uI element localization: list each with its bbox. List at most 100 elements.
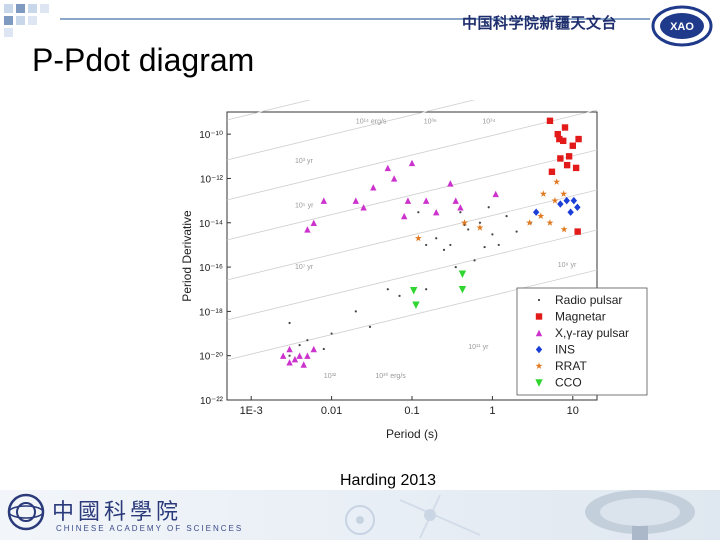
- x-ray-pulsar-point: [279, 352, 287, 359]
- magnetar-point: [572, 164, 580, 172]
- x-ray-pulsar-point: [286, 345, 293, 353]
- legend-marker: [535, 345, 543, 354]
- guide-annotation: 10⁵ yr: [295, 202, 314, 209]
- legend-label: X,γ-ray pulsar: [555, 326, 629, 340]
- radio-pulsar-point: [491, 233, 494, 236]
- cas-logo: [7, 493, 45, 531]
- x-ray-pulsar-point: [492, 190, 499, 198]
- y-tick-label: 10⁻¹²: [200, 174, 224, 185]
- radio-pulsar-point: [398, 294, 401, 297]
- x-ray-pulsar-point: [390, 175, 398, 182]
- radio-pulsar-point: [497, 243, 500, 247]
- x-ray-pulsar-point: [286, 359, 293, 366]
- x-ray-pulsar-point: [404, 197, 412, 204]
- guide-annotation: 10³ yr: [295, 158, 314, 165]
- x-ray-pulsar-point: [310, 345, 317, 353]
- rrat-point: [560, 190, 568, 197]
- radio-pulsar-point: [467, 228, 470, 231]
- cco-point: [412, 301, 420, 309]
- legend-marker: [535, 329, 543, 337]
- x-tick-label: 0.1: [404, 405, 419, 417]
- legend-marker: [535, 362, 543, 369]
- magnetar-point: [548, 168, 556, 175]
- y-tick-label: 10⁻¹⁰: [199, 130, 223, 141]
- x-ray-pulsar-point: [422, 197, 430, 204]
- radio-pulsar-point: [515, 230, 518, 233]
- radio-pulsar-point: [386, 288, 389, 291]
- rrat-point: [526, 219, 534, 226]
- x-ray-pulsar-point: [433, 208, 440, 216]
- x-axis-label: Period (s): [386, 427, 438, 441]
- radio-pulsar-point: [288, 321, 291, 325]
- x-ray-pulsar-point: [352, 197, 360, 204]
- x-ray-pulsar-point: [408, 159, 416, 167]
- x-ray-pulsar-point: [304, 352, 311, 359]
- x-ray-pulsar-point: [401, 212, 408, 220]
- rrat-point: [537, 212, 545, 220]
- y-axis-label: Period Derivative: [180, 210, 194, 302]
- magnetar-point: [569, 142, 576, 149]
- radio-pulsar-point: [368, 325, 372, 328]
- page-title: P-Pdot diagram: [32, 42, 255, 78]
- footer-telescope-artwork: [345, 490, 695, 540]
- magnetar-point: [561, 124, 569, 131]
- radio-pulsar-point: [483, 245, 486, 249]
- magnetar-point: [546, 117, 554, 125]
- rrat-point: [553, 178, 561, 185]
- footer-banner: 中國科學院 CHINESE ACADEMY OF SCIENCES: [0, 490, 720, 540]
- radio-pulsar-point: [298, 344, 301, 347]
- magnetar-point: [557, 155, 564, 162]
- legend-marker: [535, 313, 543, 320]
- radio-pulsar-point: [306, 339, 309, 342]
- cco-point: [458, 270, 467, 278]
- rrat-point: [546, 219, 554, 226]
- cco-point: [458, 286, 467, 294]
- x-ray-pulsar-point: [452, 197, 459, 204]
- radio-pulsar-point: [330, 332, 333, 335]
- y-tick-label: 10⁻¹⁴: [199, 219, 223, 230]
- rrat-point: [476, 224, 484, 231]
- guide-line: [226, 149, 598, 241]
- guide-line: [226, 109, 598, 201]
- ins-point: [557, 200, 564, 208]
- legend-label: Radio pulsar: [555, 293, 622, 307]
- legend-label: Magnetar: [555, 310, 606, 324]
- guide-line: [226, 100, 311, 121]
- y-tick-label: 10⁻²²: [200, 396, 224, 407]
- radio-pulsar-point: [425, 288, 428, 291]
- x-tick-label: 1E-3: [240, 405, 263, 417]
- magnetar-point: [575, 135, 582, 143]
- x-ray-pulsar-point: [300, 361, 307, 368]
- rrat-point: [539, 190, 547, 197]
- magnetar-point: [556, 135, 563, 143]
- rrat-point: [551, 196, 559, 204]
- radio-pulsar-point: [354, 310, 357, 313]
- radio-pulsar-point: [459, 211, 462, 214]
- x-tick-label: 1: [489, 405, 495, 417]
- x-ray-pulsar-point: [320, 197, 328, 204]
- radio-pulsar-point: [417, 211, 420, 214]
- ins-point: [563, 196, 570, 205]
- x-ray-pulsar-point: [370, 184, 377, 191]
- guide-line: [226, 100, 476, 161]
- magnetar-point: [574, 228, 581, 235]
- radio-pulsar-point: [288, 354, 291, 357]
- magnetar-point: [565, 153, 573, 160]
- legend-box: [516, 287, 648, 396]
- x-tick-label: 10: [567, 405, 579, 417]
- legend-label: RRAT: [555, 359, 587, 373]
- guide-annotation: 10³⁶: [424, 119, 437, 126]
- x-ray-pulsar-point: [296, 352, 303, 359]
- guide-annotation: 10⁹ yr: [558, 262, 577, 269]
- header-rule: [60, 18, 650, 20]
- radio-pulsar-point: [454, 265, 457, 269]
- x-ray-pulsar-point: [457, 204, 464, 211]
- radio-pulsar-point: [449, 243, 452, 247]
- radio-pulsar-point: [505, 215, 508, 218]
- x-ray-pulsar-point: [310, 219, 317, 226]
- cco-point: [410, 287, 418, 295]
- x-ray-pulsar-point: [304, 226, 311, 233]
- guide-annotation: 10³⁰ erg/s: [375, 372, 406, 380]
- radio-pulsar-point: [473, 259, 476, 262]
- radio-pulsar-point: [442, 248, 446, 251]
